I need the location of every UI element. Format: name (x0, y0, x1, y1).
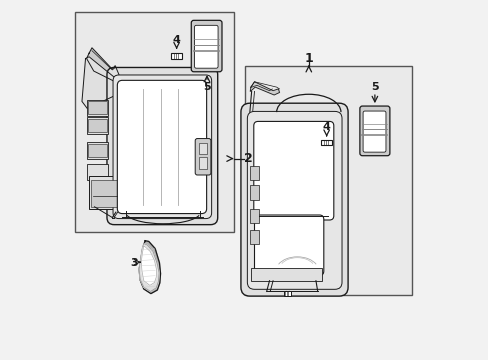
FancyBboxPatch shape (363, 111, 385, 152)
Bar (86, 164, 108, 180)
FancyBboxPatch shape (359, 106, 389, 156)
Bar (88, 119, 106, 132)
FancyBboxPatch shape (241, 103, 347, 296)
FancyBboxPatch shape (254, 215, 323, 275)
Polygon shape (250, 82, 279, 95)
Text: 4: 4 (322, 122, 330, 132)
Text: 3: 3 (130, 258, 138, 268)
Bar (250, 268, 322, 281)
Polygon shape (86, 48, 121, 84)
Bar (86, 117, 108, 134)
Bar (250, 230, 259, 244)
FancyBboxPatch shape (117, 80, 206, 213)
Bar (250, 166, 259, 180)
FancyBboxPatch shape (107, 67, 217, 225)
Bar (86, 143, 108, 158)
Bar (171, 53, 182, 59)
Text: 4: 4 (172, 35, 180, 45)
Text: 2: 2 (244, 152, 253, 165)
Bar (88, 144, 106, 157)
Bar (244, 66, 411, 295)
Bar (75, 12, 233, 232)
FancyBboxPatch shape (247, 111, 341, 289)
FancyBboxPatch shape (253, 121, 333, 220)
Bar (91, 180, 119, 207)
FancyBboxPatch shape (194, 25, 218, 68)
Polygon shape (141, 246, 156, 285)
Text: 5: 5 (370, 82, 378, 92)
FancyBboxPatch shape (195, 139, 210, 175)
Bar (86, 100, 108, 116)
Bar (89, 176, 121, 208)
FancyBboxPatch shape (191, 20, 222, 72)
Polygon shape (82, 57, 118, 109)
Polygon shape (139, 244, 159, 292)
Bar (284, 292, 291, 296)
Bar (250, 185, 259, 200)
Bar (320, 140, 331, 145)
Bar (198, 143, 206, 154)
Polygon shape (139, 241, 160, 294)
Bar (88, 102, 106, 114)
Text: 1: 1 (304, 52, 312, 65)
FancyBboxPatch shape (113, 75, 211, 219)
Text: 5: 5 (203, 82, 210, 92)
Bar (250, 208, 259, 223)
Bar (198, 157, 206, 169)
